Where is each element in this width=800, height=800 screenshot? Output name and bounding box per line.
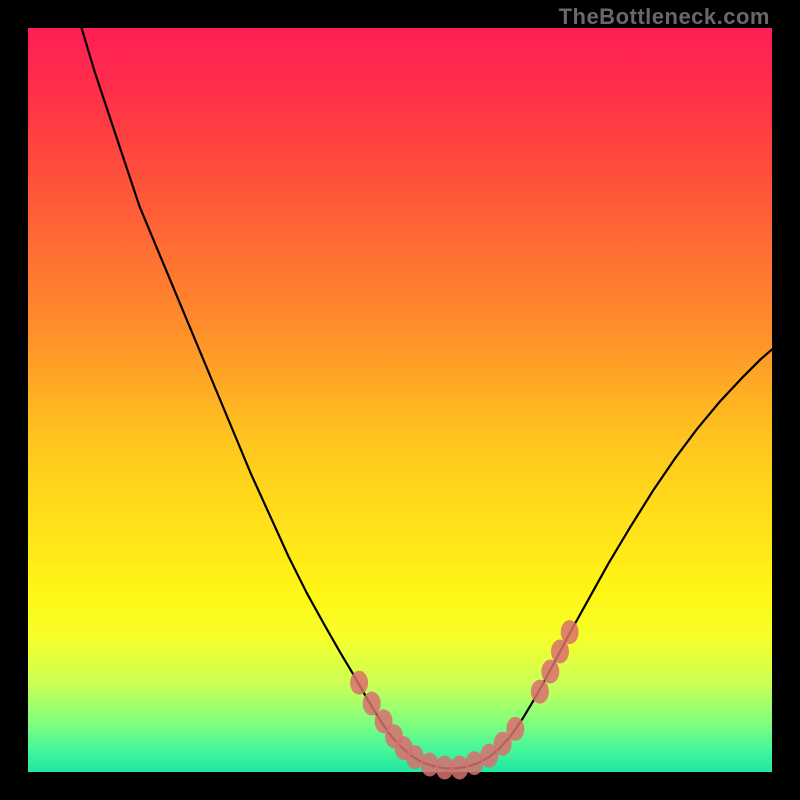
data-marker (350, 671, 368, 695)
watermark-text: TheBottleneck.com (559, 4, 770, 30)
bottleneck-chart (0, 0, 800, 800)
data-marker (506, 717, 524, 741)
data-marker (363, 692, 381, 716)
data-marker (541, 660, 559, 684)
data-marker (451, 756, 469, 780)
outer-frame: TheBottleneck.com (0, 0, 800, 800)
chart-plot-area (28, 28, 772, 772)
data-marker (561, 620, 579, 644)
data-marker (531, 680, 549, 704)
